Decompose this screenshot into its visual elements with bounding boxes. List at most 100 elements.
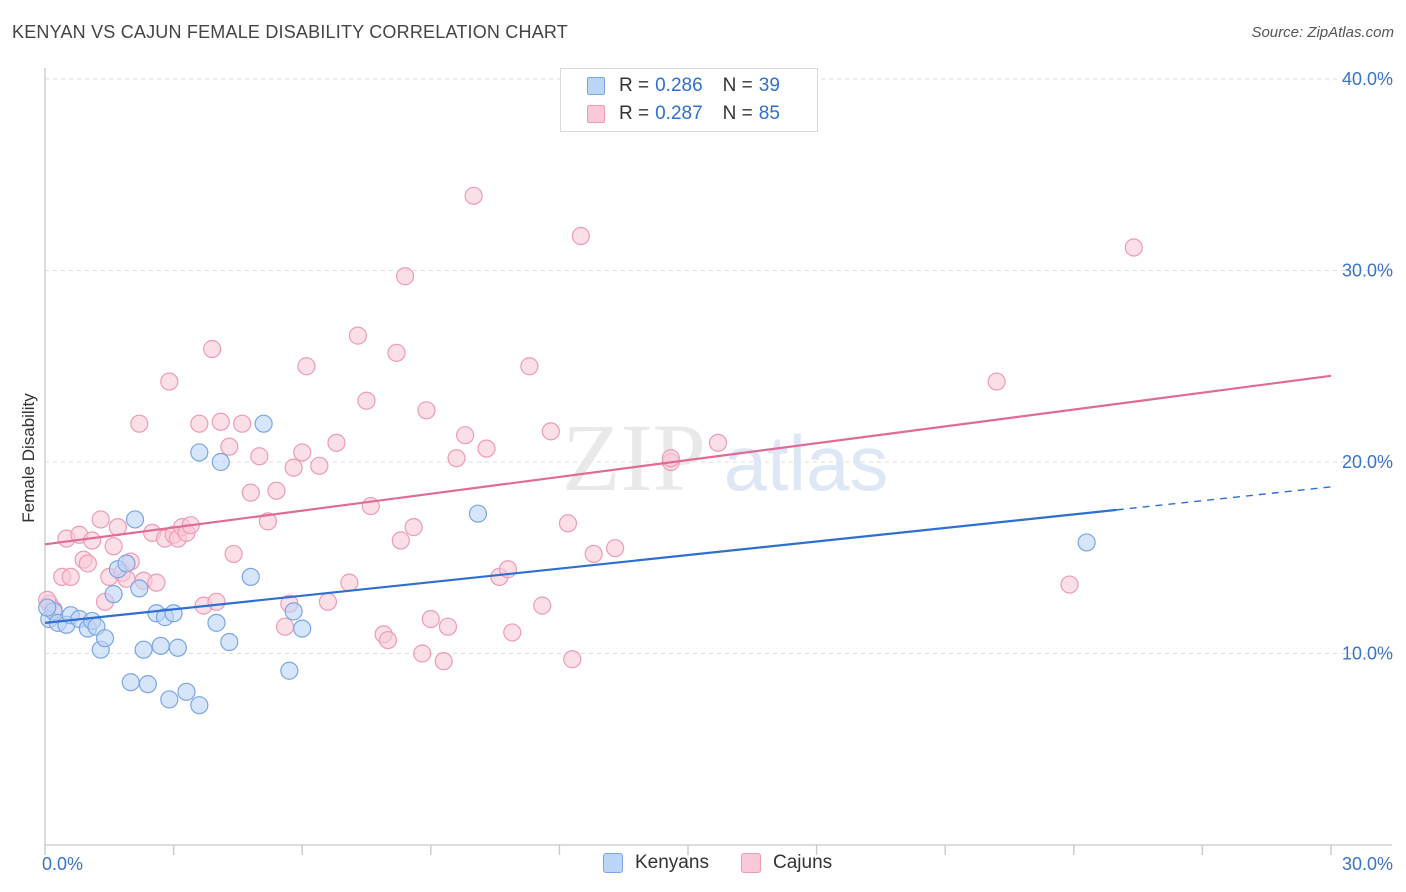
cajun-point — [275, 617, 295, 636]
legend-row-cajuns: R = 0.287 N = 85 — [587, 101, 780, 127]
kenyan-point — [280, 661, 299, 680]
cajun-point — [357, 391, 376, 410]
cajun-point — [78, 554, 97, 573]
kenyan-point — [151, 636, 170, 655]
cajuns-r-value: 0.287 — [655, 103, 703, 124]
kenyan-point — [160, 690, 179, 709]
kenyan-point — [293, 619, 312, 638]
kenyan-point — [125, 510, 145, 529]
kenyan-point — [130, 579, 149, 598]
cajun-point — [606, 539, 625, 558]
cajun-point — [207, 592, 226, 611]
kenyan-point — [177, 682, 196, 701]
kenyan-point — [190, 443, 209, 462]
cajuns-legend-label: Cajuns — [773, 852, 833, 873]
cajun-point — [708, 433, 728, 452]
cajun-point — [91, 510, 110, 529]
watermark-atlas: atlas — [724, 419, 889, 507]
cajuns-n-label: N = — [722, 103, 753, 124]
y-tick-label: 20.0% — [1342, 452, 1393, 472]
cajun-point — [327, 433, 346, 452]
cajun-point — [464, 186, 483, 205]
cajun-point — [584, 544, 603, 564]
kenyan-point — [121, 673, 140, 692]
cajun-point — [987, 372, 1006, 391]
watermark: ZIP atlas — [562, 404, 888, 511]
cajun-point — [395, 267, 415, 286]
cajun-point — [387, 343, 406, 362]
cajun-point — [404, 518, 423, 537]
kenyan-point — [117, 554, 136, 573]
axes — [44, 68, 1392, 855]
cajun-point — [297, 357, 316, 376]
legend-item-kenyans: Kenyans — [603, 852, 709, 874]
kenyans-r-value: 0.286 — [655, 75, 703, 96]
cajun-point — [130, 414, 149, 433]
cajun-point — [83, 531, 102, 550]
kenyan-point — [241, 567, 260, 587]
cajun-point — [520, 357, 539, 376]
kenyan-point — [1077, 533, 1096, 552]
cajun-point — [284, 458, 303, 477]
cajun-point — [190, 414, 209, 433]
cajun-point — [447, 449, 466, 468]
kenyan-point — [95, 629, 115, 648]
kenyan-point — [104, 585, 123, 604]
chart-title: KENYAN VS CAJUN FEMALE DISABILITY CORREL… — [12, 22, 568, 42]
cajun-point — [203, 339, 222, 359]
cajun-point — [61, 567, 80, 587]
legend-row-kenyans: R = 0.286 N = 39 — [587, 73, 780, 99]
watermark-zip: ZIP — [562, 404, 706, 511]
kenyan-point — [134, 640, 153, 659]
y-tick-label: 40.0% — [1342, 69, 1393, 89]
cajun-point — [250, 447, 269, 466]
cajun-point — [391, 531, 410, 550]
x-tick-label: 30.0% — [1342, 854, 1393, 874]
cajun-point — [434, 652, 453, 671]
series-legend: Kenyans Cajuns — [0, 852, 1406, 878]
cajun-point — [104, 537, 123, 556]
cajun-point — [558, 514, 578, 533]
cajun-point — [348, 326, 368, 345]
cajun-point — [413, 644, 432, 663]
cajun-point — [318, 592, 338, 611]
cajun-point — [160, 372, 179, 391]
cajun-point — [477, 439, 496, 458]
kenyans-swatch — [587, 77, 605, 95]
kenyans-legend-swatch — [603, 853, 623, 873]
kenyans-n-value: 39 — [758, 75, 780, 96]
y-tick-label: 10.0% — [1342, 644, 1393, 664]
cajun-point — [310, 456, 329, 475]
legend-item-cajuns: Cajuns — [741, 852, 832, 874]
cajun-point — [1060, 575, 1079, 594]
kenyans-points — [38, 414, 1096, 715]
kenyan-point — [38, 598, 57, 617]
stats-legend: R = 0.286 N = 39 R = 0.287 N = 85 — [560, 68, 818, 132]
kenyan-point — [284, 602, 303, 621]
cajun-point — [417, 401, 436, 420]
cajun-point — [340, 573, 359, 592]
cajuns-swatch — [587, 105, 605, 123]
cajuns-legend-swatch — [741, 853, 761, 873]
cajun-point — [503, 623, 522, 642]
tick-labels: 10.0% 20.0% 30.0% 40.0% 0.0% 30.0% — [42, 69, 1393, 874]
cajun-point — [421, 609, 440, 629]
cajun-point — [211, 412, 230, 431]
y-axis-title: Female Disability — [19, 393, 38, 523]
cajun-point — [1124, 238, 1143, 257]
kenyan-point — [468, 504, 488, 523]
y-tick-label: 30.0% — [1342, 261, 1393, 281]
cajuns-trend-line — [44, 374, 1332, 546]
source-credit: Source: ZipAtlas.com — [1251, 24, 1394, 41]
cajuns-r-label: R = — [619, 103, 650, 124]
cajun-point — [533, 596, 552, 615]
cajun-point — [563, 650, 582, 669]
cajun-point — [267, 481, 286, 500]
cajun-point — [147, 573, 166, 592]
cajun-point — [224, 544, 243, 564]
cajuns-n-value: 85 — [758, 103, 780, 124]
kenyans-n-label: N = — [722, 75, 753, 96]
kenyan-point — [211, 452, 230, 472]
kenyans-trend-line — [44, 508, 1117, 624]
